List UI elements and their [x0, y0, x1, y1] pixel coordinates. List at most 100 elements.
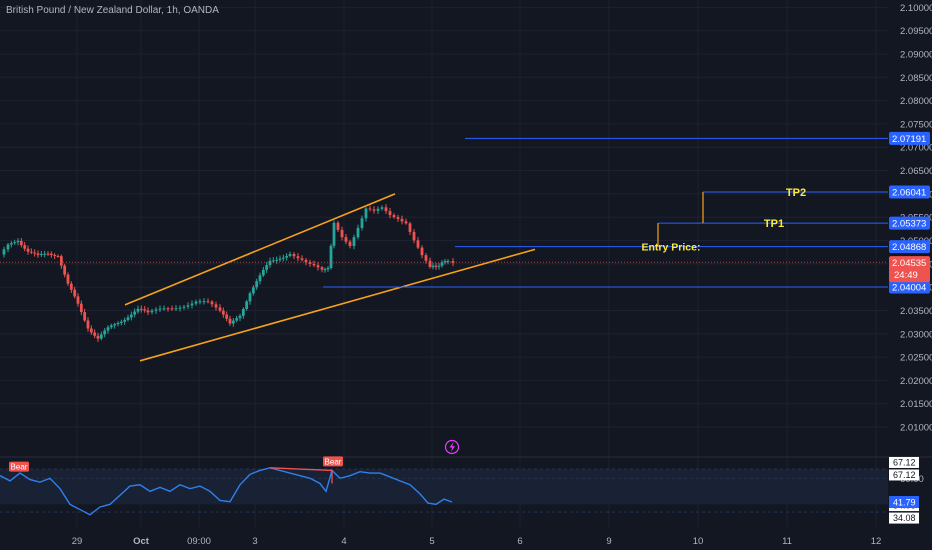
candle-body — [221, 310, 225, 315]
candle-body — [158, 308, 162, 310]
candle-body — [79, 303, 83, 313]
rsi-current-bg — [889, 496, 919, 509]
level-tag-bg — [889, 216, 930, 230]
lightning-alert-icon — [444, 439, 460, 455]
candle-body — [174, 308, 178, 310]
rsi-tag-bg — [889, 469, 919, 481]
candle-body — [116, 322, 120, 325]
rsi-tag-text: 67.12 — [893, 470, 916, 480]
rsi-pane[interactable]: Bear Bear — [0, 456, 888, 516]
candle-body — [424, 255, 428, 261]
candle-body — [400, 218, 404, 222]
candle-body — [344, 237, 348, 242]
candle-body — [275, 259, 279, 261]
candle-body — [376, 208, 380, 211]
tp1-label: TP1 — [764, 218, 784, 230]
candle-body — [46, 253, 50, 255]
candle-body — [332, 222, 336, 246]
candle-body — [66, 274, 70, 284]
price-axis[interactable]: 2.10000 2.09500 2.09000 2.08500 2.08000 2.075… — [889, 3, 932, 524]
candle-body — [194, 301, 198, 304]
candle-body — [296, 256, 300, 259]
candle-body — [190, 303, 194, 306]
level-tag-text: 2.06041 — [892, 187, 926, 198]
candle-body — [154, 309, 158, 311]
candle-body — [89, 328, 93, 333]
current-price-countdown: 24:49 — [894, 270, 918, 281]
candle-body — [150, 310, 154, 313]
candle-body — [33, 252, 37, 254]
candle-body — [29, 251, 33, 253]
candle-body — [103, 330, 107, 335]
price-tick-label: 2.09500 — [900, 26, 932, 37]
rsi-tag-text: 34.08 — [893, 513, 916, 523]
price-tick-label: 2.06500 — [900, 166, 932, 177]
candle-body — [278, 258, 282, 260]
price-tick-label: 2.01000 — [900, 423, 932, 434]
time-axis[interactable]: 29 Oct 09:00 3 4 5 6 9 10 11 12 — [72, 536, 882, 547]
time-tick-label: Oct — [133, 536, 150, 547]
candle-body — [300, 258, 304, 261]
candle-body — [268, 260, 272, 266]
price-tick-label: 2.08000 — [900, 96, 932, 107]
candle-body — [162, 308, 166, 310]
candle-body — [49, 253, 53, 256]
candle-body — [285, 255, 289, 258]
rsi-tag-bg — [889, 456, 919, 468]
alert-icon-ring — [444, 439, 460, 455]
candle-body — [133, 311, 137, 315]
candle-body — [69, 283, 73, 290]
price-tick-label: 2.03500 — [900, 306, 932, 317]
tp2-label: TP2 — [786, 187, 806, 199]
candle-body — [292, 254, 296, 257]
entry-label: Entry Price: — [642, 242, 701, 254]
candle-body — [106, 327, 110, 331]
chart-grid — [0, 0, 932, 527]
price-pane[interactable]: TP2 TP1 Entry Price: — [0, 137, 888, 455]
time-tick-label: 29 — [72, 536, 83, 547]
candle-body — [76, 296, 80, 304]
candle-body — [440, 262, 444, 266]
candle-body — [258, 275, 262, 282]
candle-body — [304, 260, 308, 263]
candle-body — [56, 255, 60, 257]
candle-body — [139, 308, 143, 310]
price-tick-label: 2.01500 — [900, 399, 932, 410]
level-tp2-axis-tag: 2.06041 — [889, 185, 930, 199]
candle-body — [416, 240, 420, 248]
candle-body — [93, 332, 97, 336]
candle-body — [16, 240, 20, 243]
candle-body — [136, 308, 140, 312]
candle-body — [408, 223, 412, 232]
channel-upper — [124, 193, 396, 306]
level-tag-bg — [889, 240, 930, 254]
candle-body — [36, 253, 40, 255]
candle-body — [129, 314, 133, 318]
candle-body — [9, 243, 13, 245]
price-tick-label: 2.02500 — [900, 353, 932, 364]
candle-body — [43, 253, 47, 255]
rsi-axis-tag: 67.12 67.12 — [889, 456, 919, 481]
candle-body — [231, 320, 235, 324]
candle-body — [113, 324, 117, 326]
candle-body — [356, 227, 360, 238]
candle-body — [19, 240, 23, 246]
candle-body — [235, 318, 239, 321]
candle-body — [182, 306, 186, 308]
level-tag-text: 2.07191 — [892, 134, 926, 145]
candle-body — [202, 301, 206, 303]
bear-flag-text: Bear — [11, 463, 28, 472]
level-2-07191-axis-tag: 2.07191 — [889, 131, 930, 145]
candle-body — [109, 325, 113, 328]
time-tick-label: 12 — [871, 536, 882, 547]
candle-body — [228, 318, 232, 324]
candle-body — [119, 321, 123, 323]
candle-body — [178, 307, 182, 309]
candle-body — [39, 254, 43, 256]
candle-body — [248, 293, 252, 302]
candle-body — [316, 265, 320, 268]
candle-body — [214, 304, 218, 308]
level-tag-text: 2.04868 — [892, 242, 926, 253]
candle-body — [53, 255, 57, 257]
